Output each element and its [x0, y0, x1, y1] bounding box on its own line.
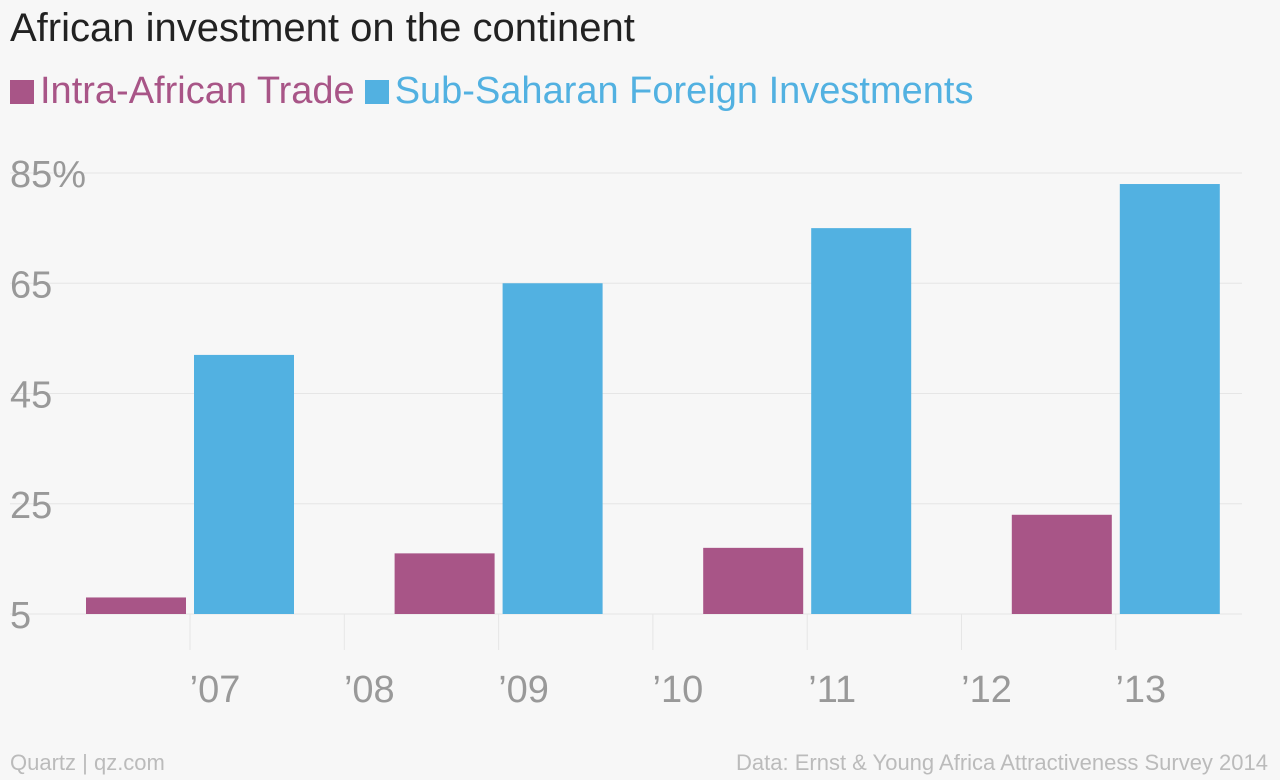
x-tick-label: ’07 — [190, 669, 241, 711]
y-tick-label: 25 — [10, 485, 52, 527]
bar-intra-african-trade — [703, 547, 804, 614]
bar-sub-saharan-foreign-investments — [502, 283, 603, 614]
y-tick-label: 5 — [10, 595, 31, 637]
bar-intra-african-trade — [86, 597, 186, 614]
y-tick-label: 85% — [10, 154, 86, 196]
x-tick-label: ’13 — [1115, 669, 1166, 711]
legend-item-sub-saharan-foreign-investments: Sub-Saharan Foreign Investments — [364, 70, 974, 113]
bar-sub-saharan-foreign-investments — [194, 354, 294, 614]
x-tick-label: ’09 — [498, 669, 549, 711]
x-tick-label: ’10 — [653, 669, 704, 711]
footer-source: Data: Ernst & Young Africa Attractivenes… — [736, 750, 1268, 775]
bar-sub-saharan-foreign-investments — [811, 228, 912, 614]
bar-sub-saharan-foreign-investments — [1119, 184, 1220, 614]
legend: Intra-African Trade Sub-Saharan Foreign … — [10, 70, 983, 113]
bar-intra-african-trade — [1011, 514, 1112, 614]
legend-swatch-intra-african-trade — [10, 79, 34, 104]
legend-swatch-sub-saharan-foreign-investments — [364, 79, 389, 104]
legend-label-sub-saharan-foreign-investments: Sub-Saharan Foreign Investments — [394, 70, 974, 112]
y-tick-label: 65 — [10, 264, 52, 306]
x-tick-label: ’08 — [344, 669, 395, 711]
x-tick-label: ’11 — [808, 669, 856, 711]
x-tick-label: ’12 — [961, 669, 1012, 711]
footer-credit: Quartz | qz.com — [10, 750, 165, 775]
y-tick-label: 45 — [10, 375, 52, 417]
bar-intra-african-trade — [394, 553, 495, 614]
chart-title: African investment on the continent — [10, 6, 635, 50]
legend-item-intra-african-trade: Intra-African Trade — [10, 70, 355, 113]
legend-label-intra-african-trade: Intra-African Trade — [40, 70, 355, 112]
